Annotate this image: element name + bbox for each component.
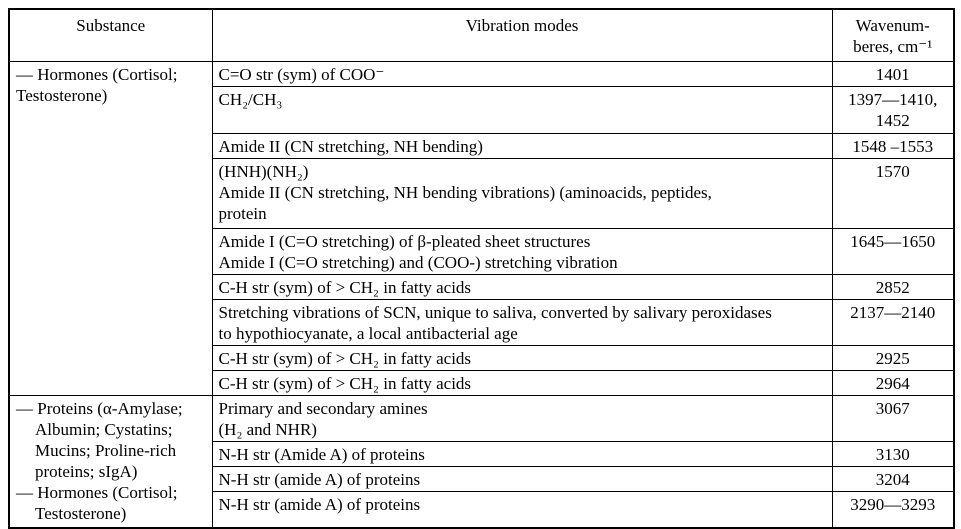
substance-line: Mucins; Proline-rich bbox=[35, 440, 177, 460]
wavenumber-line: 2137—2140 bbox=[850, 302, 936, 322]
wavenumber-line: 3204 bbox=[875, 469, 910, 489]
wavenumber-cell: 2852 bbox=[831, 273, 955, 300]
wavenumber-cell: 2137—2140 bbox=[831, 298, 955, 346]
vibration-mode-cell: N-H str (amide A) of proteins bbox=[211, 465, 833, 492]
table-row: C-H str (sym) of > CH₂ in fatty acids 28… bbox=[9, 273, 955, 300]
mode-line: Stretching vibrations of SCN, unique to … bbox=[218, 302, 772, 322]
table-row: — Hormones (Cortisol; Testosterone) C=O … bbox=[8, 60, 955, 396]
table-row: C-H str (sym) of > CH₂ in fatty acids 29… bbox=[9, 369, 955, 396]
vibration-mode-cell: CH₂/CH₃ bbox=[211, 85, 833, 134]
wavenumber-line: 3290—3293 bbox=[850, 494, 936, 514]
substance-line: Testosterone) bbox=[35, 503, 127, 523]
substance-line: Testosterone) bbox=[16, 85, 108, 105]
mode-line: C-H str (sym) of > CH₂ in fatty acids bbox=[218, 373, 472, 393]
wavenumber-line: 2852 bbox=[875, 277, 910, 297]
wavenumber-cell: 1397—1410, 1452 bbox=[831, 85, 955, 134]
substance-cell-hormones: — Hormones (Cortisol; Testosterone) bbox=[8, 60, 213, 396]
mode-line: C-H str (sym) of > CH₂ in fatty acids bbox=[218, 277, 472, 297]
wavenumber-cell: 2925 bbox=[831, 344, 955, 371]
mode-line: N-H str (Amide A) of proteins bbox=[218, 444, 425, 464]
substance-line: — Hormones (Cortisol; bbox=[16, 482, 178, 502]
wavenumber-cell: 3067 bbox=[831, 394, 955, 442]
wavenumber-cell: 2964 bbox=[831, 369, 955, 396]
vibration-mode-cell: N-H str (amide A) of proteins bbox=[211, 490, 833, 529]
mode-line: C=O str (sym) of COO⁻ bbox=[218, 64, 385, 84]
mode-line: Amide II (CN stretching, NH bending) bbox=[218, 136, 483, 156]
wavenumber-line: 3130 bbox=[875, 444, 910, 464]
vibration-mode-cell: Stretching vibrations of SCN, unique to … bbox=[211, 298, 833, 346]
vibration-mode-cell: Primary and secondary amines (H₂ and NHR… bbox=[211, 394, 833, 442]
header-vibration-modes: Vibration modes bbox=[211, 8, 833, 62]
mode-line: (HNH)(NH₂) bbox=[218, 161, 309, 181]
vibration-mode-cell: (HNH)(NH₂) Amide II (CN stretching, NH b… bbox=[211, 157, 833, 229]
substance-cell-proteins-hormones: — Proteins (α-Amylase; Albumin; Cystatin… bbox=[8, 394, 213, 529]
wavenumber-cell: 3130 bbox=[831, 440, 955, 467]
wavenumber-line: 1397—1410, bbox=[848, 89, 938, 109]
wavenumber-cell: 1645—1650 bbox=[831, 227, 955, 275]
mode-line: to hypothiocyanate, a local antibacteria… bbox=[218, 323, 518, 343]
table-row: CH₂/CH₃ 1397—1410, 1452 bbox=[9, 85, 955, 134]
wavenumber-line: 2964 bbox=[875, 373, 910, 393]
wavenumber-line: 2925 bbox=[875, 348, 910, 368]
header-substance: Substance bbox=[8, 8, 213, 62]
table-row: N-H str (Amide A) of proteins 3130 bbox=[9, 440, 955, 467]
header-wavenumbers-line1: Wavenum- bbox=[855, 16, 930, 35]
vibration-mode-cell: Amide I (C=O stretching) of β-pleated sh… bbox=[211, 227, 833, 275]
mode-line: (H₂ and NHR) bbox=[218, 419, 317, 439]
mode-line: N-H str (amide A) of proteins bbox=[218, 494, 421, 514]
vibration-modes-table: Substance Vibration modes Wavenum- beres… bbox=[8, 8, 955, 529]
table-row: — Proteins (α-Amylase; Albumin; Cystatin… bbox=[8, 394, 955, 529]
header-wavenumbers-line2: beres, cm⁻¹ bbox=[853, 37, 933, 56]
header-wavenumbers: Wavenum- beres, cm⁻¹ bbox=[831, 8, 955, 62]
mode-line: Amide I (C=O stretching) and (COO-) stre… bbox=[218, 252, 618, 272]
mode-line: C-H str (sym) of > CH₂ in fatty acids bbox=[218, 348, 472, 368]
mode-line: N-H str (amide A) of proteins bbox=[218, 469, 421, 489]
wavenumber-cell: 3204 bbox=[831, 465, 955, 492]
wavenumber-line: 1548 –1553 bbox=[852, 136, 934, 156]
wavenumber-line: 1645—1650 bbox=[850, 231, 936, 251]
wavenumber-line: 3067 bbox=[875, 398, 910, 418]
substance-line: — Hormones (Cortisol; bbox=[16, 64, 178, 84]
wavenumber-cell: 1401 bbox=[831, 60, 955, 87]
table-row: C-H str (sym) of > CH₂ in fatty acids 29… bbox=[9, 344, 955, 371]
wavenumber-line: 1452 bbox=[875, 110, 910, 130]
header-row: Substance Vibration modes Wavenum- beres… bbox=[8, 8, 955, 62]
vibration-mode-cell: Amide II (CN stretching, NH bending) bbox=[211, 132, 833, 159]
wavenumber-cell: 1548 –1553 bbox=[831, 132, 955, 159]
vibration-mode-cell: C=O str (sym) of COO⁻ bbox=[211, 60, 833, 87]
wavenumber-line: 1570 bbox=[875, 161, 910, 181]
substance-line: proteins; sIgA) bbox=[35, 461, 138, 481]
table-row: (HNH)(NH₂) Amide II (CN stretching, NH b… bbox=[9, 157, 955, 229]
table-row: Stretching vibrations of SCN, unique to … bbox=[9, 298, 955, 346]
vibration-mode-cell: C-H str (sym) of > CH₂ in fatty acids bbox=[211, 369, 833, 396]
substance-line: Albumin; Cystatins; bbox=[35, 419, 173, 439]
vibration-mode-cell: N-H str (Amide A) of proteins bbox=[211, 440, 833, 467]
wavenumber-cell: 3290—3293 bbox=[831, 490, 955, 529]
table-row: Amide II (CN stretching, NH bending) 154… bbox=[9, 132, 955, 159]
mode-line: CH₂/CH₃ bbox=[218, 89, 283, 109]
wavenumber-cell: 1570 bbox=[831, 157, 955, 229]
header-substance-label: Substance bbox=[76, 16, 146, 35]
wavenumber-line: 1401 bbox=[875, 64, 910, 84]
mode-line: Amide II (CN stretching, NH bending vibr… bbox=[218, 182, 712, 202]
vibration-mode-cell: C-H str (sym) of > CH₂ in fatty acids bbox=[211, 344, 833, 371]
mode-line: Primary and secondary amines bbox=[218, 398, 428, 418]
header-vibration-modes-label: Vibration modes bbox=[465, 16, 579, 35]
substance-line: — Proteins (α-Amylase; bbox=[16, 398, 183, 418]
mode-line: protein bbox=[218, 203, 267, 223]
table-row: Amide I (C=O stretching) of β-pleated sh… bbox=[9, 227, 955, 275]
mode-line: Amide I (C=O stretching) of β-pleated sh… bbox=[218, 231, 591, 251]
vibration-mode-cell: C-H str (sym) of > CH₂ in fatty acids bbox=[211, 273, 833, 300]
